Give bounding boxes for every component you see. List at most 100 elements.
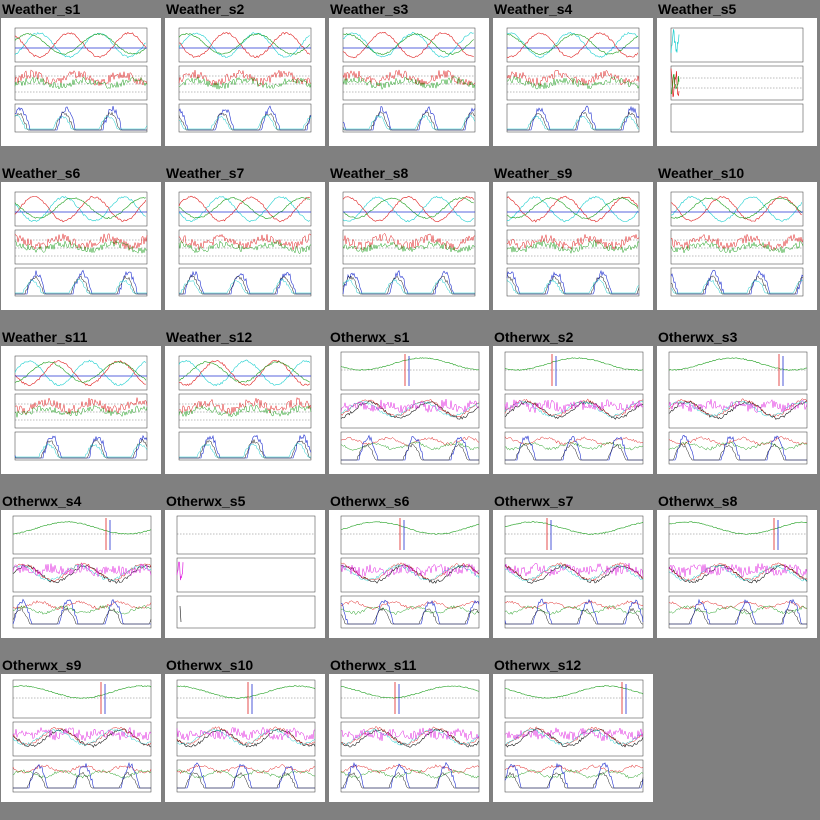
- middle-panel: [340, 721, 480, 757]
- red-series: [504, 726, 644, 746]
- thumbnail-card[interactable]: Otherwx_s11: [328, 656, 492, 820]
- red-series: [178, 360, 310, 386]
- thumbnail-card[interactable]: Otherwx_s8: [656, 492, 820, 656]
- thumbnail-plot[interactable]: [1, 18, 161, 146]
- thumbnail-plot[interactable]: [165, 510, 325, 638]
- thumbnail-plot[interactable]: [657, 510, 817, 638]
- thumbnail-card[interactable]: Otherwx_s4: [0, 492, 164, 656]
- thumbnail-card[interactable]: Otherwx_s6: [328, 492, 492, 656]
- thumbnail-card[interactable]: Weather_s7: [164, 164, 328, 328]
- bottom-panel: [14, 431, 148, 461]
- thumbnail-plot[interactable]: [657, 182, 817, 310]
- thumbnail-plot[interactable]: [1, 674, 161, 802]
- thumbnail-card[interactable]: Otherwx_s12: [492, 656, 656, 820]
- dark-series: [12, 564, 152, 584]
- thumbnail-plot[interactable]: [329, 18, 489, 146]
- thumbnail-card[interactable]: Otherwx_s9: [0, 656, 164, 820]
- plot-image: [670, 27, 804, 133]
- top-panel: [178, 27, 312, 63]
- top-panel: [14, 191, 148, 227]
- green-series: [342, 240, 476, 254]
- green-series: [12, 769, 152, 779]
- thumbnail-card[interactable]: Otherwx_s1: [328, 328, 492, 492]
- thumbnail-plot[interactable]: [493, 182, 653, 310]
- thumbnail-card[interactable]: Weather_s9: [492, 164, 656, 328]
- thumbnail-plot[interactable]: [1, 182, 161, 310]
- middle-panel: [14, 65, 148, 101]
- thumbnail-plot[interactable]: [165, 182, 325, 310]
- green-series: [14, 360, 147, 384]
- cyan-series: [12, 728, 152, 746]
- thumbnail-plot[interactable]: [657, 346, 817, 474]
- thumbnail-plot[interactable]: [493, 346, 653, 474]
- blue-series: [14, 434, 148, 459]
- thumbnail-card[interactable]: Otherwx_s3: [656, 328, 820, 492]
- cyan-series: [343, 114, 476, 130]
- thumbnail-card[interactable]: Otherwx_s2: [492, 328, 656, 492]
- middle-panel: [670, 229, 804, 265]
- dark-series: [340, 564, 480, 584]
- thumbnail-plot[interactable]: [165, 346, 325, 474]
- thumbnail-card[interactable]: Weather_s11: [0, 328, 164, 492]
- thumbnail-card[interactable]: Otherwx_s5: [164, 492, 328, 656]
- green-series: [668, 521, 808, 535]
- green-series: [340, 769, 480, 779]
- bottom-panel: [176, 595, 316, 629]
- bottom-panel: [504, 759, 644, 793]
- dark-series: [505, 607, 643, 625]
- dark-series: [505, 443, 643, 461]
- blue-series: [505, 435, 643, 461]
- cyan-series: [14, 359, 147, 387]
- dark-series: [342, 111, 476, 131]
- dark-series: [179, 274, 311, 295]
- thumbnail-card[interactable]: Weather_s8: [328, 164, 492, 328]
- dark-series: [669, 607, 807, 625]
- blue-series: [178, 105, 312, 131]
- middle-panel: [178, 393, 312, 429]
- thumbnail-plot[interactable]: [329, 674, 489, 802]
- plot-image: [12, 679, 152, 793]
- green-series: [14, 197, 146, 219]
- thumbnail-plot[interactable]: [165, 674, 325, 802]
- thumbnail-plot[interactable]: [329, 182, 489, 310]
- cyan-series: [15, 278, 147, 294]
- middle-panel: [504, 721, 644, 757]
- thumbnail-plot[interactable]: [329, 346, 489, 474]
- red-series: [670, 196, 802, 222]
- thumbnail-plot[interactable]: [165, 18, 325, 146]
- magenta-series: [12, 726, 152, 742]
- bottom-panel: [504, 431, 644, 465]
- magenta-series: [504, 562, 644, 578]
- thumbnail-plot[interactable]: [493, 510, 653, 638]
- thumbnail-plot[interactable]: [493, 18, 653, 146]
- green-series: [504, 768, 644, 779]
- red-series: [14, 196, 147, 223]
- thumbnail-card[interactable]: Weather_s3: [328, 0, 492, 164]
- middle-panel: [342, 229, 476, 265]
- thumbnail-card[interactable]: Weather_s12: [164, 328, 328, 492]
- thumbnail-plot[interactable]: [329, 510, 489, 638]
- thumbnail-card[interactable]: Weather_s10: [656, 164, 820, 328]
- red-series: [668, 436, 808, 446]
- blue-series: [179, 434, 312, 459]
- bottom-panel: [12, 759, 152, 793]
- thumbnail-card[interactable]: Weather_s5: [656, 0, 820, 164]
- thumbnail-plot[interactable]: [657, 18, 817, 146]
- thumbnail-card[interactable]: Otherwx_s10: [164, 656, 328, 820]
- bottom-panel: [340, 431, 480, 465]
- cyan-series: [342, 31, 474, 58]
- cyan-series: [668, 564, 808, 582]
- top-panel: [504, 351, 644, 391]
- plot-image: [504, 515, 644, 629]
- thumbnail-card[interactable]: Weather_s4: [492, 0, 656, 164]
- thumbnail-card[interactable]: Weather_s6: [0, 164, 164, 328]
- thumbnail-plot[interactable]: [1, 510, 161, 638]
- cyan-series: [506, 195, 639, 223]
- thumbnail-card[interactable]: Otherwx_s7: [492, 492, 656, 656]
- thumbnail-plot[interactable]: [1, 346, 161, 474]
- thumbnail-plot[interactable]: [493, 674, 653, 802]
- thumbnail-title: Otherwx_s2: [494, 329, 574, 345]
- thumbnail-card[interactable]: Weather_s2: [164, 0, 328, 164]
- thumbnail-card[interactable]: Weather_s1: [0, 0, 164, 164]
- thumbnail-title: Weather_s2: [166, 1, 245, 17]
